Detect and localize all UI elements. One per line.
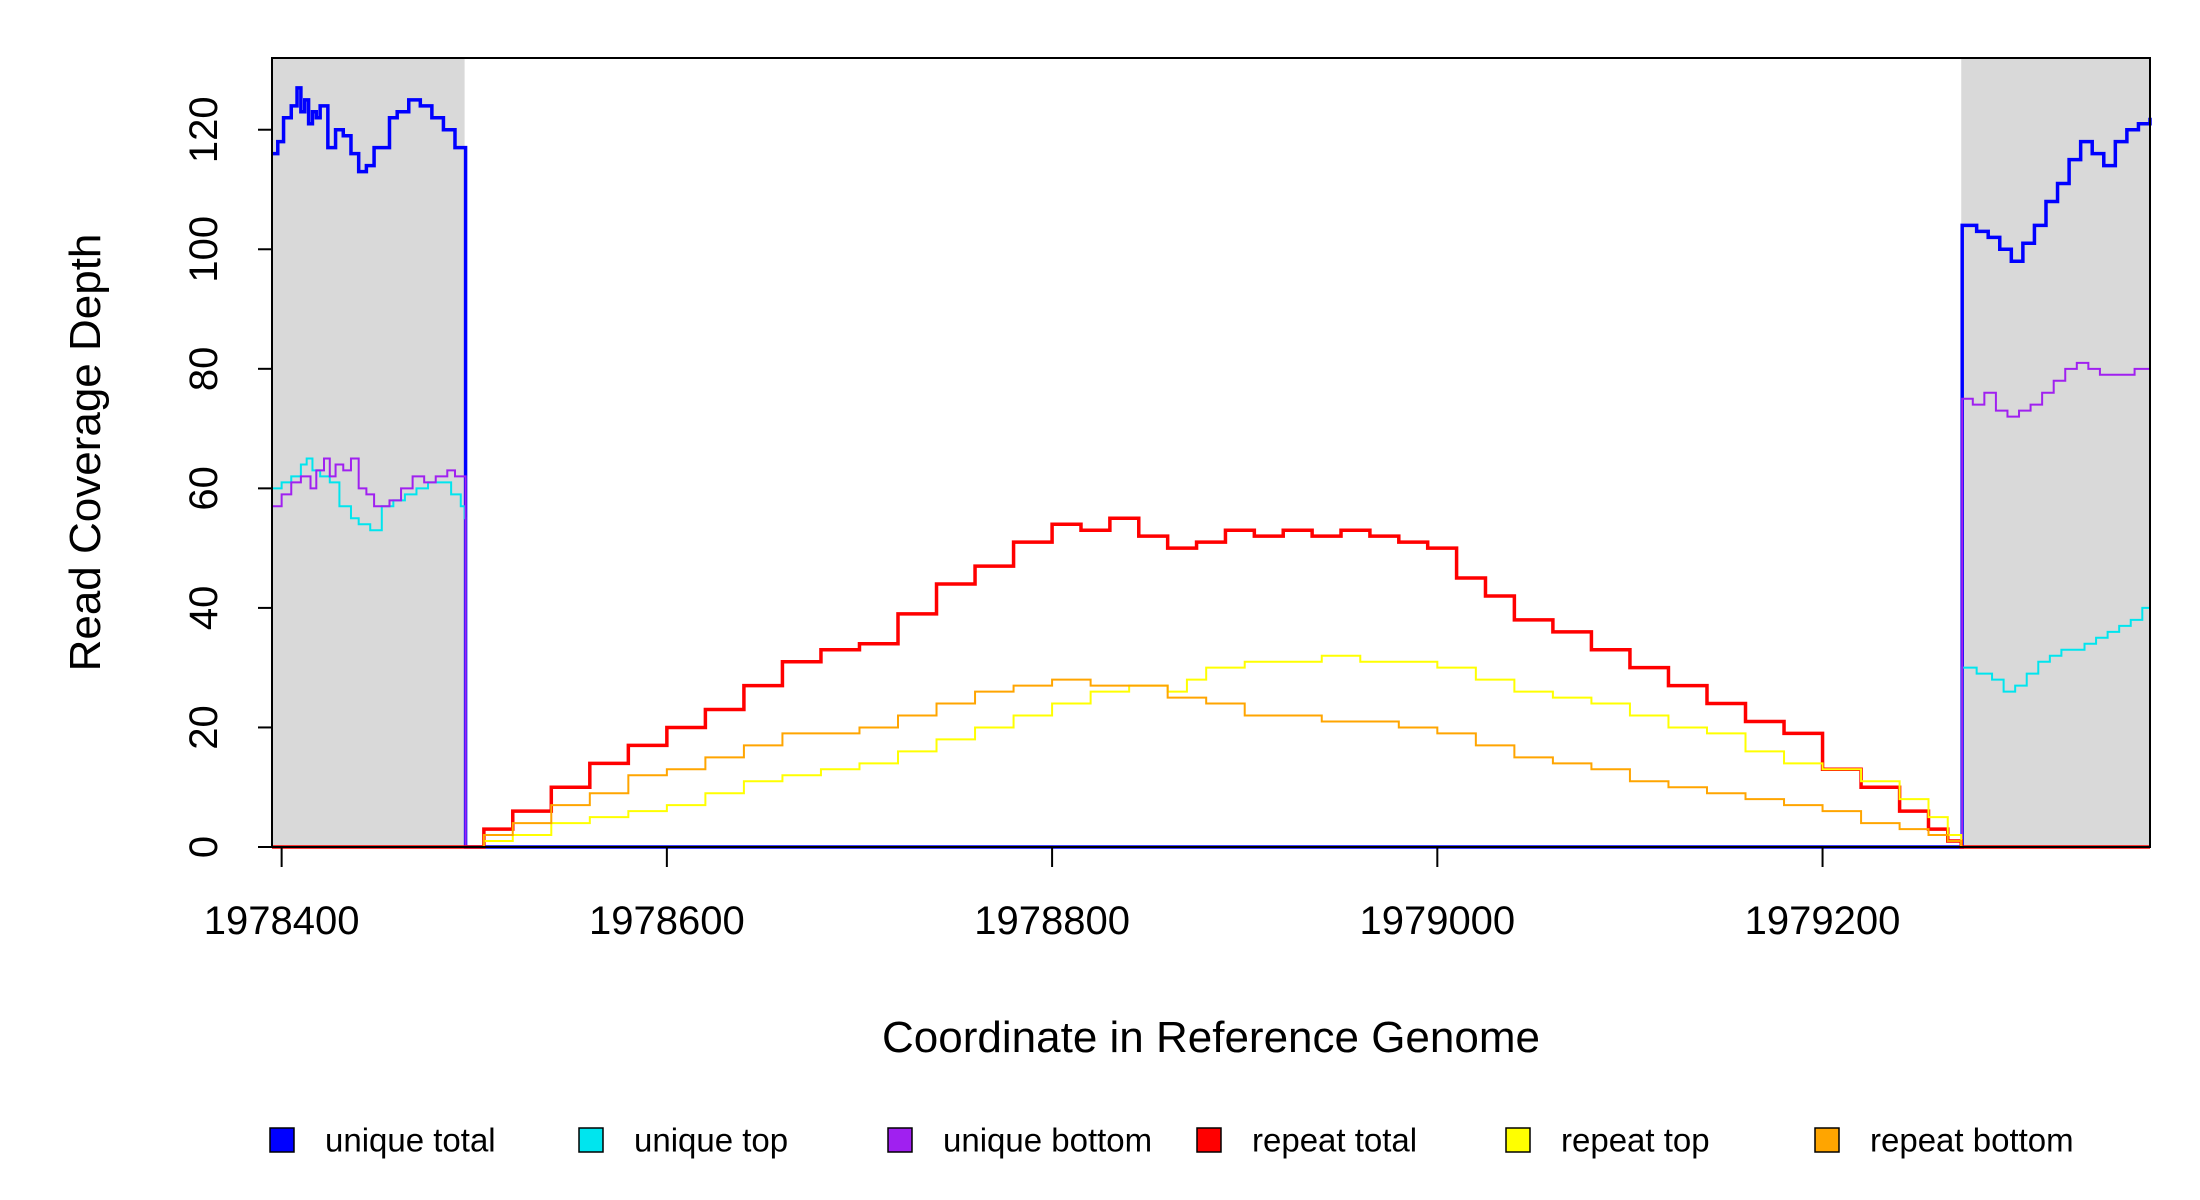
legend-label-unique-total: unique total [325, 1122, 496, 1159]
shaded-region-2 [1961, 58, 2150, 847]
y-tick-label: 40 [182, 586, 226, 631]
legend-label-unique-top: unique top [634, 1122, 788, 1159]
legend: unique total unique top unique bottom repea… [269, 1122, 2074, 1159]
x-tick-label: 1978800 [974, 899, 1130, 943]
legend-label-repeat-bottom: repeat bottom [1870, 1122, 2074, 1159]
x-tick-label: 1979200 [1745, 899, 1901, 943]
series-line-repeat-bottom [272, 678, 2150, 848]
legend-swatch-repeat-total [1196, 1127, 1222, 1153]
y-tick-label: 120 [182, 96, 226, 163]
legend-label-unique-bottom: unique bottom [943, 1122, 1152, 1159]
y-tick-label: 20 [182, 705, 226, 750]
legend-swatch-unique-top [578, 1127, 604, 1153]
x-tick-label: 1979000 [1359, 899, 1515, 943]
y-axis-title: Read Coverage Depth [61, 234, 110, 672]
legend-swatch-unique-bottom [887, 1127, 913, 1153]
series-line-repeat-total [272, 516, 2150, 849]
x-tick-label: 1978600 [589, 899, 745, 943]
legend-swatch-repeat-bottom [1814, 1127, 1840, 1153]
plot-frame [271, 57, 2151, 848]
x-axis: 1978400 1978600 1978800 1979000 1979200 [204, 846, 1901, 943]
x-tick-label: 1978400 [204, 899, 360, 943]
y-tick-label: 0 [182, 836, 226, 858]
legend-swatch-repeat-top [1505, 1127, 1531, 1153]
y-tick-label: 60 [182, 466, 226, 511]
legend-label-repeat-total: repeat total [1252, 1122, 1417, 1159]
legend-swatch-unique-total [269, 1127, 295, 1153]
y-tick-label: 100 [182, 216, 226, 283]
y-tick-label: 80 [182, 347, 226, 392]
y-axis: 0 20 40 60 80 100 120 [182, 96, 273, 858]
shaded-region-1 [272, 58, 465, 847]
series-line-unique-total [272, 86, 2152, 849]
series-line-repeat-top [272, 654, 2150, 848]
series-line-unique-bottom [272, 361, 2150, 848]
legend-label-repeat-top: repeat top [1561, 1122, 1710, 1159]
series-line-unique-top [272, 457, 2151, 848]
shaded-regions [272, 58, 2150, 847]
x-axis-title: Coordinate in Reference Genome [882, 1013, 1540, 1062]
series-lines [272, 86, 2152, 849]
